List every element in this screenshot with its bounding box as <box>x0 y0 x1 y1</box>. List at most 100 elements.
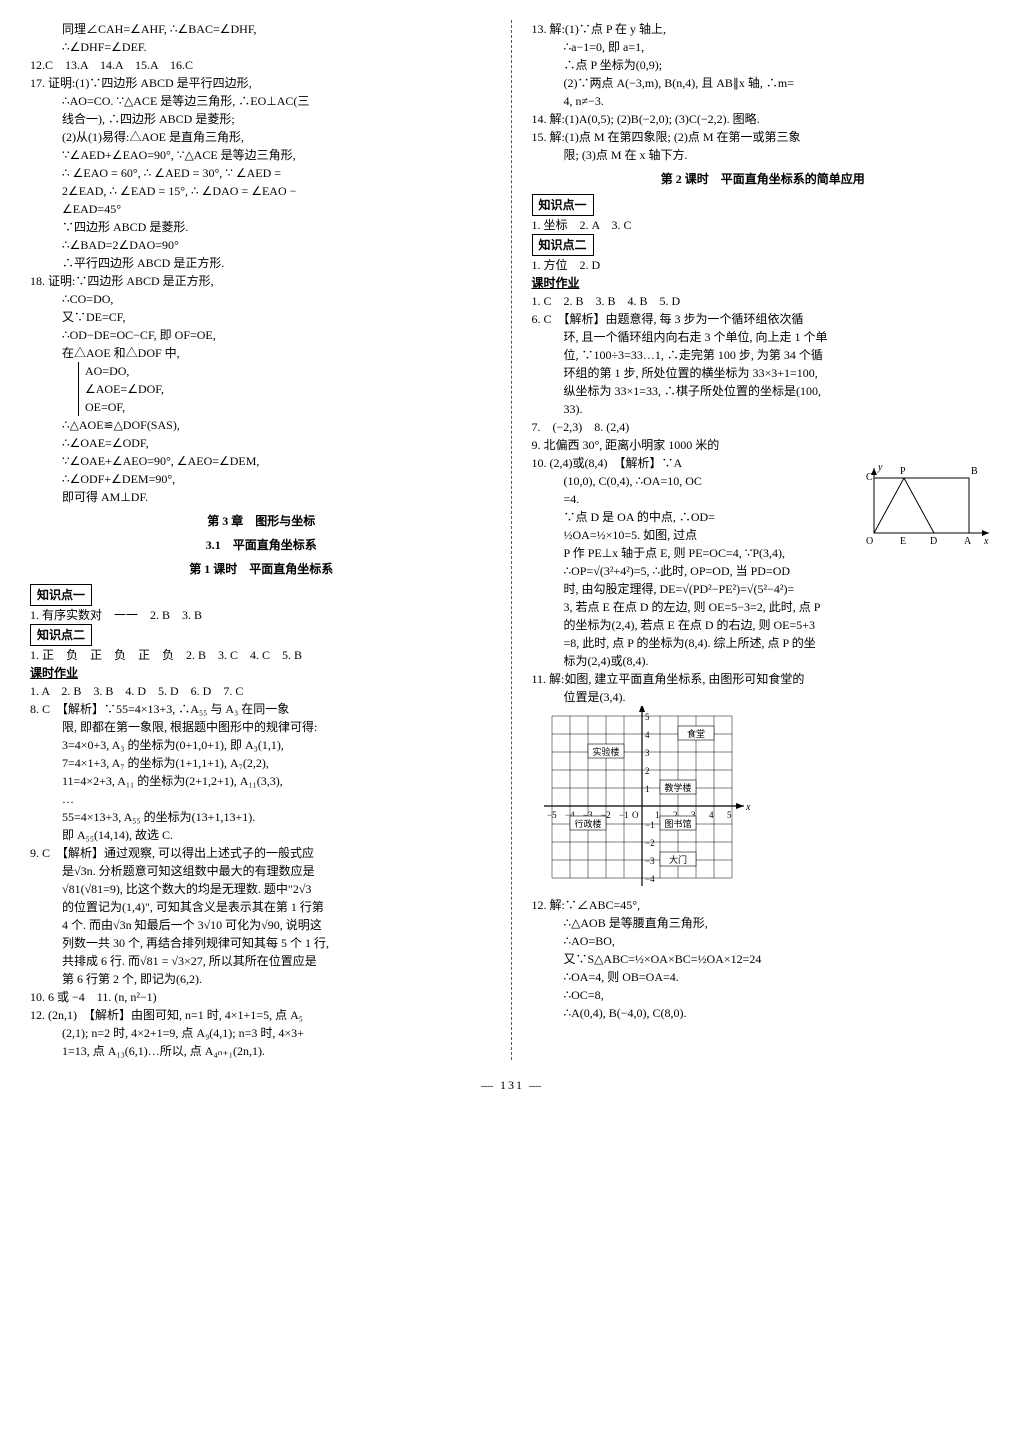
text-line: ∴AO=BO, <box>532 932 995 950</box>
text-line: 10. 6 或 −4 11. (n, n²−1) <box>30 988 493 1006</box>
svg-text:y: y <box>877 462 883 473</box>
text-line: 14. 解:(1)A(0,5); (2)B(−2,0); (3)C(−2,2).… <box>532 110 995 128</box>
svg-text:1: 1 <box>655 810 660 820</box>
text-line: (2)从(1)易得:△AOE 是直角三角形, <box>30 128 493 146</box>
knowledge-box: 知识点一 <box>30 584 92 606</box>
svg-text:4: 4 <box>645 730 650 740</box>
svg-text:O: O <box>632 810 639 820</box>
text-line: 的坐标为(2,4), 若点 E 在点 D 的右边, 则 OE=5+3 <box>532 616 995 634</box>
text-line: 第 6 行第 2 个, 即记为(6,2). <box>30 970 493 988</box>
text-line: 1. 坐标 2. A 3. C <box>532 216 995 234</box>
text-line: (2)∵两点 A(−3,m), B(n,4), 且 AB∥x 轴, ∴m= <box>532 74 995 92</box>
text-line: OE=OF, <box>85 398 493 416</box>
text-line: 纵坐标为 33×1=33, ∴棋子所处位置的坐标是(100, <box>532 382 995 400</box>
svg-text:C: C <box>866 472 873 483</box>
text-line: 4, n≠−3. <box>532 92 995 110</box>
text-line: ∠AOE=∠DOF, <box>85 380 493 398</box>
text-line: 即 A₅₅(14,14), 故选 C. <box>30 826 493 844</box>
svg-text:教学楼: 教学楼 <box>664 782 691 793</box>
text-line: 1. 方位 2. D <box>532 256 995 274</box>
right-column: 13. 解:(1)∵点 P 在 y 轴上, ∴a−1=0, 即 a=1, ∴点 … <box>524 20 995 1060</box>
text-line: 限, 即都在第一象限, 根据题中图形中的规律可得: <box>30 718 493 736</box>
text-line: ∴点 P 坐标为(0,9); <box>532 56 995 74</box>
text-line: 1. C 2. B 3. B 4. B 5. D <box>532 292 995 310</box>
text-line: ∵∠OAE+∠AEO=90°, ∠AEO=∠DEM, <box>30 452 493 470</box>
lesson-heading: 第 2 课时 平面直角坐标系的简单应用 <box>532 170 995 188</box>
svg-text:5: 5 <box>645 712 650 722</box>
svg-text:−2: −2 <box>645 838 655 848</box>
text-line: 7=4×1+3, A₇ 的坐标为(1+1,1+1), A₇(2,2), <box>30 754 493 772</box>
text-line: ∴∠BAD=2∠DAO=90° <box>30 236 493 254</box>
text-line: 55=4×13+3, A₅₅ 的坐标为(13+1,13+1). <box>30 808 493 826</box>
brace-group: AO=DO, ∠AOE=∠DOF, OE=OF, <box>78 362 493 416</box>
text-line: 又∵DE=CF, <box>30 308 493 326</box>
text-line: 12. 解:∵∠ABC=45°, <box>532 896 995 914</box>
svg-text:D: D <box>930 536 937 547</box>
svg-text:−5: −5 <box>547 810 557 820</box>
text-line: 9. C 【解析】通过观察, 可以得出上述式子的一般式应 <box>30 844 493 862</box>
text-line: ∴∠DHF=∠DEF. <box>30 38 493 56</box>
svg-text:食堂: 食堂 <box>686 728 704 739</box>
text-line: 是√3n. 分析题意可知这组数中最大的有理数应是 <box>30 862 493 880</box>
text-line: ∴OD−DE=OC−CF, 即 OF=OE, <box>30 326 493 344</box>
svg-text:4: 4 <box>709 810 714 820</box>
text-line: 限; (3)点 M 在 x 轴下方. <box>532 146 995 164</box>
text-line: 6. C 【解析】由题意得, 每 3 步为一个循环组依次循 <box>532 310 995 328</box>
svg-text:3: 3 <box>645 748 650 758</box>
column-divider <box>511 20 514 1060</box>
svg-text:行政楼: 行政楼 <box>574 818 601 829</box>
svg-text:E: E <box>900 536 906 547</box>
svg-text:−1: −1 <box>619 810 629 820</box>
text-line: AO=DO, <box>85 362 493 380</box>
text-line: ∴∠OAE=∠ODF, <box>30 434 493 452</box>
text-line: ∴ ∠EAO = 60°, ∴ ∠AED = 30°, ∵ ∠AED = <box>30 164 493 182</box>
geometry-diagram-icon: C P B O E D A x y <box>864 458 994 548</box>
svg-text:1: 1 <box>645 784 650 794</box>
text-line: 列数一共 30 个, 再结合排列规律可知其每 5 个 1 行, <box>30 934 493 952</box>
text-line: 1. 正 负 正 负 正 负 2. B 3. C 4. C 5. B <box>30 646 493 664</box>
text-line: 11=4×2+3, A₁₁ 的坐标为(2+1,2+1), A₁₁(3,3), <box>30 772 493 790</box>
text-line: 9. 北偏西 30°, 距离小明家 1000 米的 <box>532 436 995 454</box>
text-line: 同理∠CAH=∠AHF, ∴∠BAC=∠DHF, <box>30 20 493 38</box>
text-line: 4 个. 而由√3n 知最后一个 3√10 可化为√90, 说明这 <box>30 916 493 934</box>
text-line: ∵∠AED+∠EAO=90°, ∵△ACE 是等边三角形, <box>30 146 493 164</box>
text-line: 11. 解:如图, 建立平面直角坐标系, 由图形可知食堂的 <box>532 670 995 688</box>
text-line: 33). <box>532 400 995 418</box>
svg-text:−1: −1 <box>645 820 655 830</box>
text-line: ∴CO=DO, <box>30 290 493 308</box>
text-line: ∴△AOB 是等腰直角三角形, <box>532 914 995 932</box>
text-line: ∠EAD=45° <box>30 200 493 218</box>
text-line: ∴OC=8, <box>532 986 995 1004</box>
lesson-heading: 第 1 课时 平面直角坐标系 <box>30 560 493 578</box>
text-line: ∵四边形 ABCD 是菱形. <box>30 218 493 236</box>
text-line: 共排成 6 行. 而√81 = √3×27, 所以其所在位置应是 <box>30 952 493 970</box>
text-line: 2∠EAD, ∴ ∠EAD = 15°, ∴ ∠DAO = ∠EAO − <box>30 182 493 200</box>
text-line: ∴OA=4, 则 OB=OA=4. <box>532 968 995 986</box>
text-line: 1=13, 点 A₁₃(6,1)…所以, 点 A₄ₙ₊₁(2n,1). <box>30 1042 493 1060</box>
svg-text:x: x <box>745 802 751 813</box>
text-line: 13. 解:(1)∵点 P 在 y 轴上, <box>532 20 995 38</box>
page-number: — 131 — <box>30 1076 994 1095</box>
text-line: … <box>30 790 493 808</box>
text-line: 的位置记为(1,4)", 可知其含义是表示其在第 1 行第 <box>30 898 493 916</box>
text-line: 环, 且一个循环组内向右走 3 个单位, 向上走 1 个单 <box>532 328 995 346</box>
text-line: =8, 此时, 点 P 的坐标为(8,4). 综上所述, 点 P 的坐 <box>532 634 995 652</box>
text-line: 12. (2n,1) 【解析】由图可知, n=1 时, 4×1+1=5, 点 A… <box>30 1006 493 1024</box>
knowledge-box: 知识点二 <box>30 624 92 646</box>
text-line: 1. 有序实数对 一一 2. B 3. B <box>30 606 493 624</box>
text-line: 位, ∵100÷3=33…1, ∴走完第 100 步, 为第 34 个循 <box>532 346 995 364</box>
text-line: √81(√81=9), 比这个数大的均是无理数. 题中"2√3 <box>30 880 493 898</box>
text-line: 线合一), ∴四边形 ABCD 是菱形; <box>30 110 493 128</box>
section-heading: 3.1 平面直角坐标系 <box>30 536 493 554</box>
text-line: 3=4×0+3, A₃ 的坐标为(0+1,0+1), 即 A₃(1,1), <box>30 736 493 754</box>
text-line: 在△AOE 和△DOF 中, <box>30 344 493 362</box>
svg-text:B: B <box>971 466 978 477</box>
text-line: 8. C 【解析】∵55=4×13+3, ∴A₅₅ 与 A₃ 在同一象 <box>30 700 493 718</box>
text-line: ∴△AOE≌△DOF(SAS), <box>30 416 493 434</box>
inline-figure: C P B O E D A x y <box>864 458 994 548</box>
text-line: 18. 证明:∵四边形 ABCD 是正方形, <box>30 272 493 290</box>
text-line: 12.C 13.A 14.A 15.A 16.C <box>30 56 493 74</box>
text-line: ∴A(0,4), B(−4,0), C(8,0). <box>532 1004 995 1022</box>
page-container: 同理∠CAH=∠AHF, ∴∠BAC=∠DHF, ∴∠DHF=∠DEF. 12.… <box>30 20 994 1060</box>
grid-figure-wrap: −5−4−3−2−1O1234554321−1−2−3−4yx食堂实验楼教学楼图… <box>532 706 995 896</box>
